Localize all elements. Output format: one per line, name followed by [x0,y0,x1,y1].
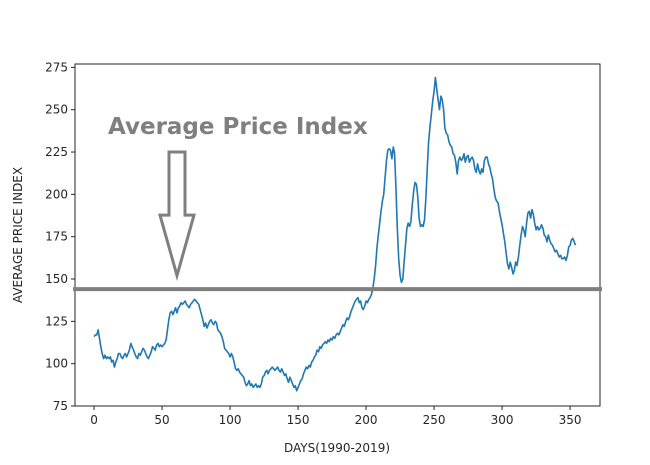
annotation-arrow-layer [158,150,196,282]
y-tick-label: 175 [45,230,68,244]
x-tick-label: 150 [287,413,310,427]
y-axis-label: AVERAGE PRICE INDEX [11,167,25,303]
x-tick-label: 200 [355,413,378,427]
plot-area-frame [74,63,601,407]
y-tick-label: 250 [45,103,68,117]
y-axis-ticks: 75 100 125 150 175 200 225 250 275 [45,60,75,413]
x-tick-label: 100 [219,413,242,427]
down-arrow-icon [158,150,196,282]
x-tick-label: 250 [423,413,446,427]
y-tick-label: 275 [45,60,68,74]
y-tick-label: 75 [53,399,68,413]
annotation-text: Average Price Index [108,114,368,140]
x-axis-label: DAYS(1990-2019) [284,441,390,455]
y-tick-label: 100 [45,357,68,371]
y-tick-label: 225 [45,145,68,159]
x-tick-label: 350 [559,413,582,427]
y-tick-label: 125 [45,314,68,328]
y-tick-label: 150 [45,272,68,286]
x-tick-label: 50 [154,413,169,427]
x-tick-label: 300 [491,413,514,427]
series-line [93,76,577,392]
x-axis-ticks: 0 50 100 150 200 250 300 350 [90,406,582,427]
x-tick-label: 0 [90,413,98,427]
series-layer [93,76,577,392]
y-tick-label: 200 [45,187,68,201]
